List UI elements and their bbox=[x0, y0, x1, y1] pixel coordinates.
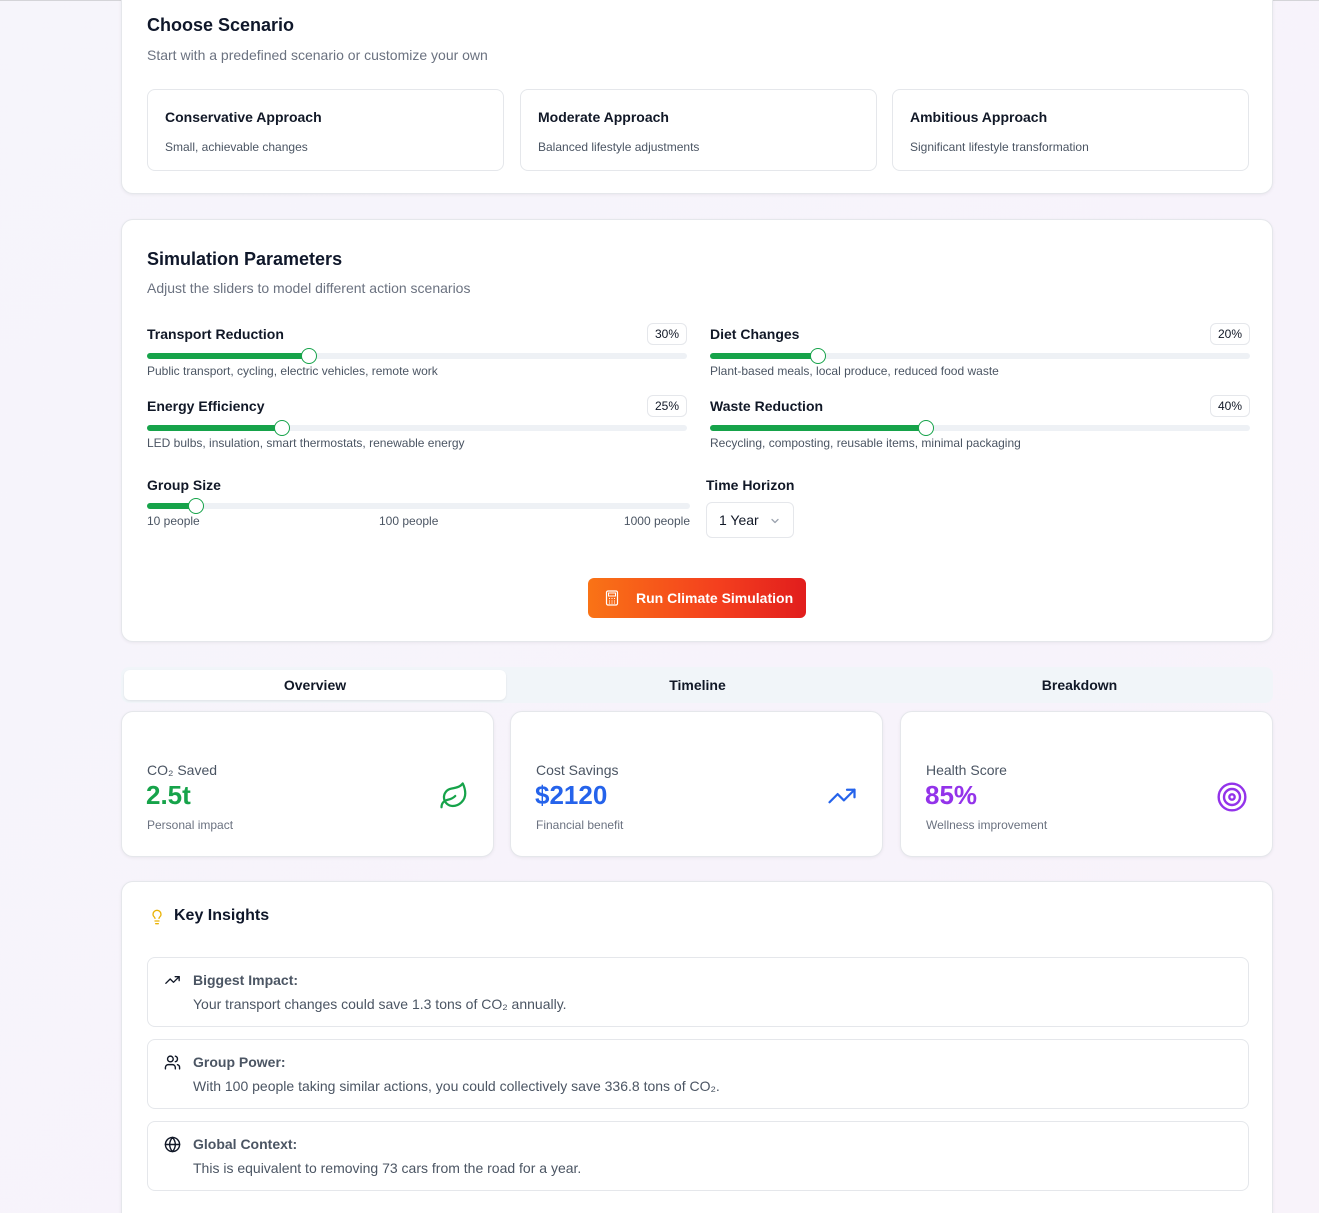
tab-breakdown[interactable]: Breakdown bbox=[1041, 677, 1118, 693]
scenario-option-title: Moderate Approach bbox=[538, 109, 669, 125]
insight-desc: With 100 people taking similar actions, … bbox=[193, 1078, 720, 1094]
trending-up-icon bbox=[165, 976, 180, 984]
users-icon bbox=[164, 1055, 181, 1070]
lightbulb-icon bbox=[152, 909, 162, 925]
insights-title: Key Insights bbox=[174, 907, 270, 924]
scenario-option-title: Conservative Approach bbox=[165, 109, 322, 125]
stat-sub: Wellness improvement bbox=[926, 818, 1048, 832]
scenario-option-title: Ambitious Approach bbox=[910, 109, 1048, 125]
slider-value-badge: 40% bbox=[1209, 395, 1250, 417]
time-horizon-block: Time Horizon 1 Year bbox=[706, 473, 795, 538]
time-horizon-value: 1 Year bbox=[719, 512, 759, 528]
stat-label: Health Score bbox=[926, 762, 1007, 778]
group-size-slider[interactable] bbox=[147, 498, 690, 514]
slider-fill bbox=[147, 425, 282, 431]
stat-value: 85% bbox=[925, 780, 978, 810]
insight-desc: This is equivalent to removing 73 cars f… bbox=[193, 1160, 582, 1176]
run-simulation-label: Run Climate Simulation bbox=[636, 590, 794, 606]
scenario-ambitious-button[interactable]: Ambitious Approach Significant lifestyle… bbox=[892, 89, 1249, 171]
stat-sub: Personal impact bbox=[147, 818, 234, 832]
scenario-title: Choose Scenario bbox=[147, 15, 295, 35]
slider-thumb[interactable] bbox=[274, 420, 290, 436]
slider-fill bbox=[147, 503, 197, 509]
slider-label: Transport Reduction bbox=[147, 326, 284, 342]
insight-item: Global Context: This is equivalent to re… bbox=[147, 1121, 1249, 1191]
slider-value-badge: 25% bbox=[646, 395, 687, 417]
slider-thumb[interactable] bbox=[918, 420, 934, 436]
energy-slider[interactable] bbox=[147, 420, 687, 436]
transport-slider[interactable] bbox=[147, 348, 687, 364]
scenario-card: Choose Scenario Start with a predefined … bbox=[121, 0, 1273, 194]
insight-desc: Your transport changes could save 1.3 to… bbox=[193, 996, 567, 1012]
energy-slider-block: Energy Efficiency 25% LED bulbs, insulat… bbox=[147, 393, 687, 453]
slider-label: Energy Efficiency bbox=[147, 398, 265, 414]
key-insights-card: Key Insights Biggest Impact: Your transp… bbox=[121, 881, 1273, 1213]
slider-thumb[interactable] bbox=[188, 498, 205, 514]
scenario-conservative-button[interactable]: Conservative Approach Small, achievable … bbox=[147, 89, 504, 171]
slider-thumb[interactable] bbox=[301, 348, 317, 364]
results-tabs: Overview Timeline Breakdown bbox=[121, 667, 1273, 703]
insight-item: Biggest Impact: Your transport changes c… bbox=[147, 957, 1249, 1027]
slider-desc: LED bulbs, insulation, smart thermostats… bbox=[147, 436, 465, 450]
diet-slider[interactable] bbox=[710, 348, 1250, 364]
run-simulation-button[interactable]: Run Climate Simulation bbox=[588, 578, 806, 618]
slider-fill bbox=[710, 425, 926, 431]
scenario-option-desc: Balanced lifestyle adjustments bbox=[538, 140, 700, 154]
co2-saved-card: CO₂ Saved 2.5t Personal impact bbox=[121, 711, 494, 857]
globe-icon bbox=[164, 1136, 181, 1153]
group-mid-label: 100 people bbox=[379, 514, 439, 528]
insight-title: Global Context: bbox=[193, 1136, 298, 1152]
group-min-label: 10 people bbox=[147, 514, 200, 528]
params-title: Simulation Parameters bbox=[147, 249, 343, 269]
leaf-icon bbox=[440, 782, 467, 809]
tab-timeline[interactable]: Timeline bbox=[669, 677, 726, 693]
slider-label: Waste Reduction bbox=[710, 398, 824, 414]
calculator-icon bbox=[605, 590, 619, 606]
target-icon bbox=[1217, 782, 1247, 812]
transport-slider-block: Transport Reduction 30% Public transport… bbox=[147, 321, 687, 381]
time-horizon-select[interactable]: 1 Year bbox=[706, 502, 794, 538]
tab-overview[interactable]: Overview bbox=[124, 670, 506, 700]
scenario-moderate-button[interactable]: Moderate Approach Balanced lifestyle adj… bbox=[520, 89, 877, 171]
group-size-block: Group Size 10 people 100 people 1000 peo… bbox=[147, 473, 690, 533]
diet-slider-block: Diet Changes 20% Plant-based meals, loca… bbox=[710, 321, 1250, 381]
stat-value: $2120 bbox=[535, 780, 608, 810]
group-max-label: 1000 people bbox=[623, 514, 690, 528]
insight-title: Biggest Impact: bbox=[193, 972, 299, 988]
health-score-card: Health Score 85% Wellness improvement bbox=[900, 711, 1273, 857]
insight-item: Group Power: With 100 people taking simi… bbox=[147, 1039, 1249, 1109]
scenario-subtitle: Start with a predefined scenario or cust… bbox=[147, 47, 488, 63]
scenario-option-desc: Significant lifestyle transformation bbox=[910, 140, 1089, 154]
scenario-option-desc: Small, achievable changes bbox=[165, 140, 308, 154]
cost-savings-card: Cost Savings $2120 Financial benefit bbox=[510, 711, 883, 857]
slider-desc: Recycling, composting, reusable items, m… bbox=[710, 436, 1021, 450]
stat-sub: Financial benefit bbox=[536, 818, 624, 832]
stat-label: Cost Savings bbox=[536, 762, 619, 778]
group-size-label: Group Size bbox=[147, 477, 221, 493]
slider-label: Diet Changes bbox=[710, 326, 800, 342]
simulation-parameters-card: Simulation Parameters Adjust the sliders… bbox=[121, 219, 1273, 642]
slider-fill bbox=[147, 353, 309, 359]
slider-desc: Plant-based meals, local produce, reduce… bbox=[710, 364, 999, 378]
slider-fill bbox=[710, 353, 818, 359]
slider-thumb[interactable] bbox=[810, 348, 826, 364]
slider-value-badge: 20% bbox=[1209, 323, 1250, 345]
stat-label: CO₂ Saved bbox=[147, 762, 218, 778]
insight-title: Group Power: bbox=[193, 1054, 286, 1070]
waste-slider-block: Waste Reduction 40% Recycling, compostin… bbox=[710, 393, 1250, 453]
stat-value: 2.5t bbox=[146, 780, 191, 810]
slider-desc: Public transport, cycling, electric vehi… bbox=[147, 364, 438, 378]
chevron-down-icon bbox=[771, 518, 779, 524]
trending-up-icon bbox=[828, 788, 856, 804]
slider-value-badge: 30% bbox=[646, 323, 687, 345]
time-horizon-label: Time Horizon bbox=[706, 477, 795, 493]
waste-slider[interactable] bbox=[710, 420, 1250, 436]
params-subtitle: Adjust the sliders to model different ac… bbox=[147, 280, 471, 296]
